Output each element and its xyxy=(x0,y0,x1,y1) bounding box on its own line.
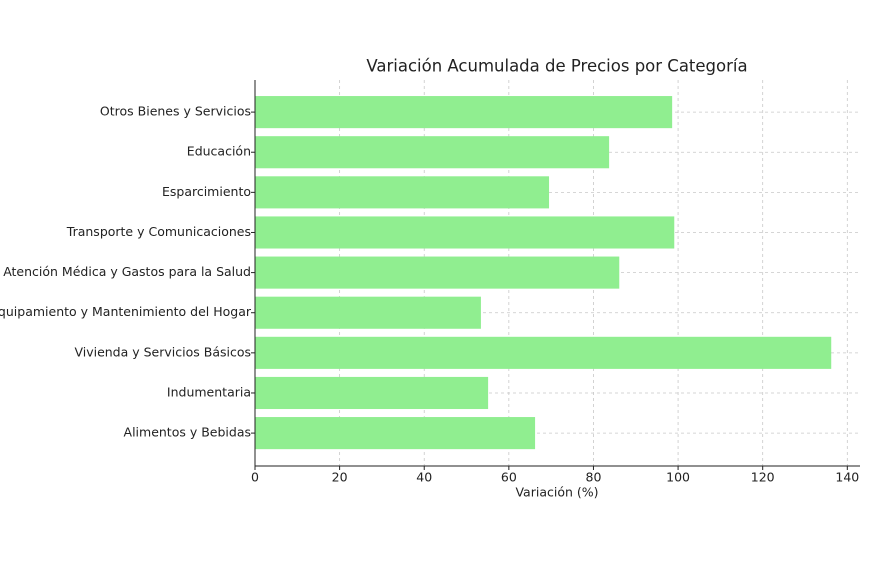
y-tick-label: Indumentaria xyxy=(167,384,251,399)
bar xyxy=(255,296,481,329)
bar xyxy=(255,256,620,289)
x-tick-label: 140 xyxy=(835,470,859,485)
y-tick-label: Alimentos y Bebidas xyxy=(124,425,251,440)
x-tick-label: 0 xyxy=(251,470,259,485)
bar xyxy=(255,336,832,369)
bar xyxy=(255,136,610,169)
y-tick-label: Esparcimiento xyxy=(162,184,251,199)
x-tick-label: 60 xyxy=(501,470,517,485)
bar xyxy=(255,216,675,249)
x-axis-label: Variación (%) xyxy=(515,485,598,500)
bar xyxy=(255,376,489,410)
bar xyxy=(255,96,673,129)
y-tick-label: Transporte y Comunicaciones xyxy=(66,224,251,239)
y-tick-label: Atención Médica y Gastos para la Salud xyxy=(3,264,251,279)
x-tick-label: 120 xyxy=(751,470,775,485)
y-tick-label: Educación xyxy=(187,144,251,159)
bar xyxy=(255,417,536,450)
y-tick-label: Equipamiento y Mantenimiento del Hogar xyxy=(0,304,252,319)
chart-title: Variación Acumulada de Precios por Categ… xyxy=(366,57,747,76)
x-tick-label: 80 xyxy=(586,470,602,485)
x-tick-label: 100 xyxy=(666,470,690,485)
x-tick-label: 20 xyxy=(332,470,348,485)
bar xyxy=(255,176,550,209)
x-tick-label: 40 xyxy=(416,470,432,485)
y-tick-label: Vivienda y Servicios Básicos xyxy=(74,344,251,359)
y-tick-label: Otros Bienes y Servicios xyxy=(100,104,251,119)
